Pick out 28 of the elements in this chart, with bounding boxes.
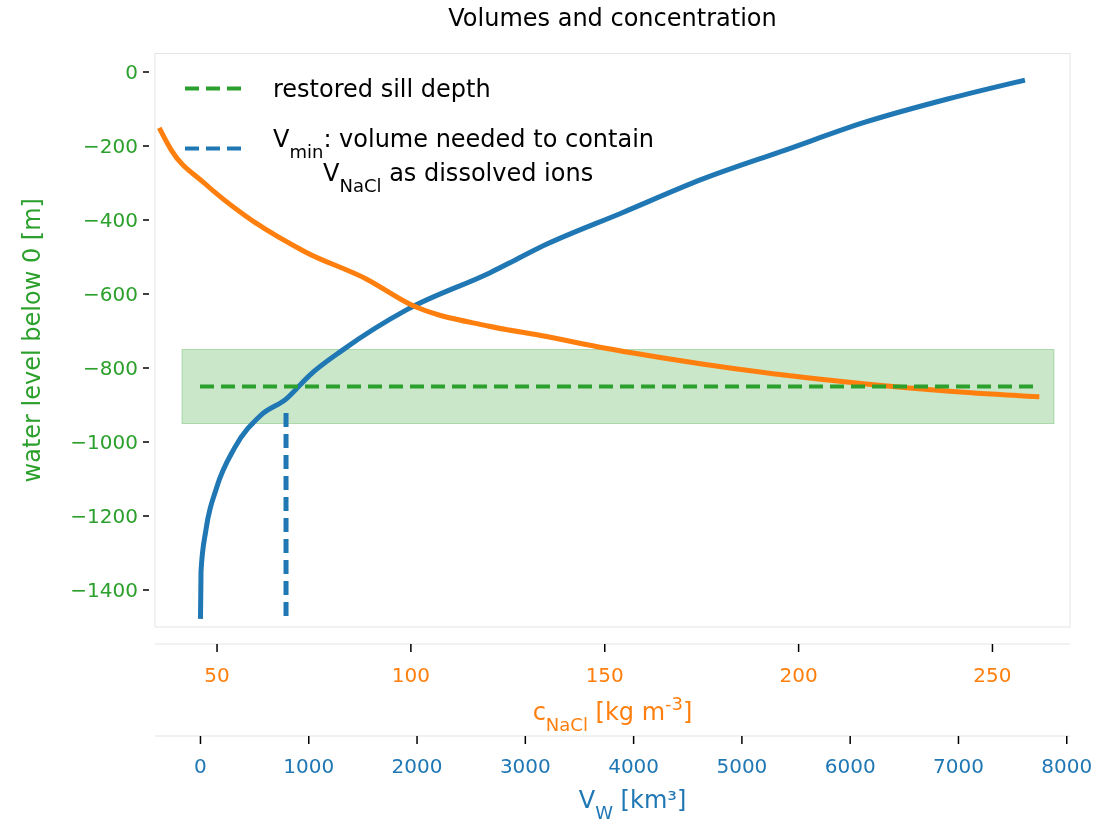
legend-label: V$_{min}$: volume needed to contain V$_{NaCl}$ as dissolved ions [273, 124, 655, 196]
x-axis-title: V$_{W}$ [km³] [578, 786, 687, 822]
x2-axis-title: c$_{NaCl}$ [kg m$^{-3}$] [532, 692, 693, 735]
legend-label: restored sill depth [273, 74, 491, 103]
y-tick-label: −1000 [70, 430, 138, 454]
y-tick-label: −600 [83, 282, 138, 306]
x2-tick-label: 150 [585, 663, 624, 687]
chart-title: Volumes and concentration [448, 4, 777, 32]
x-tick-label: 4000 [608, 754, 660, 778]
x-tick-label: 7000 [933, 754, 984, 778]
x2-tick-label: 200 [779, 663, 818, 687]
y-tick-label: −800 [83, 356, 138, 380]
y-axis-title: water level below 0 [m] [18, 198, 46, 483]
x-tick-label: 0 [194, 754, 207, 778]
x2-tick-label: 250 [973, 663, 1012, 687]
x-tick-label: 6000 [824, 754, 876, 778]
x-tick-label: 1000 [283, 754, 335, 778]
x2-tick-label: 100 [391, 663, 430, 687]
x-tick-label: 3000 [499, 754, 551, 778]
x-tick-label: 8000 [1041, 754, 1093, 778]
y-tick-label: −200 [83, 134, 138, 158]
y-tick-label: 0 [125, 60, 138, 84]
x-tick-label: 5000 [716, 754, 768, 778]
x2-tick-label: 50 [204, 663, 230, 687]
y-tick-label: −1400 [70, 578, 138, 602]
y-tick-label: −1200 [70, 504, 138, 528]
y-tick-label: −400 [83, 208, 138, 232]
x-tick-label: 2000 [391, 754, 443, 778]
